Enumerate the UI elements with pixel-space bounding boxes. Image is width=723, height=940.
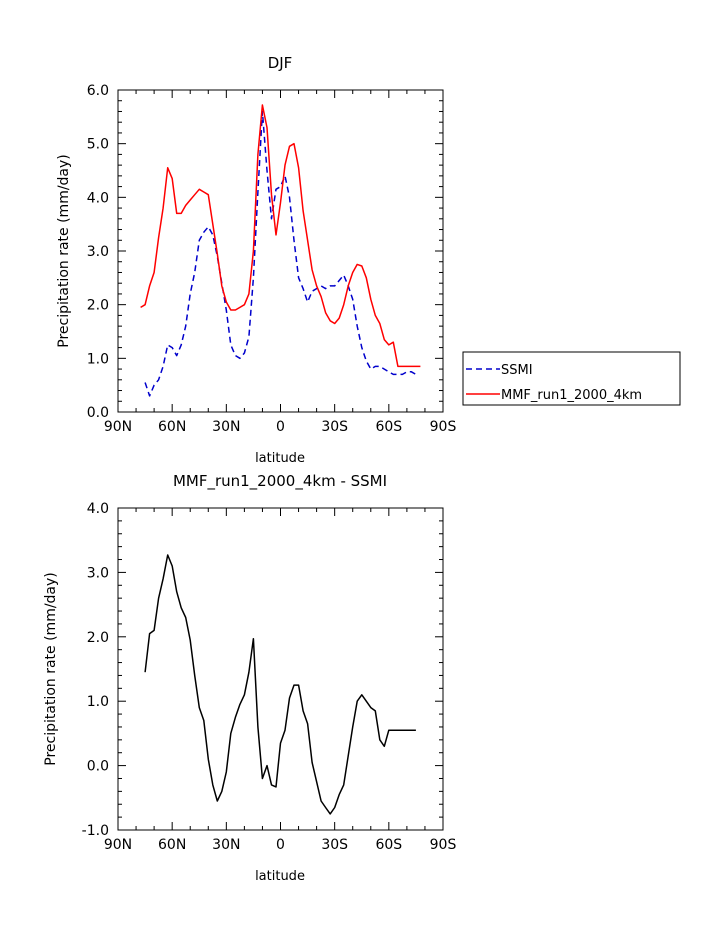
x-tick-label: 90N <box>104 837 132 853</box>
y-tick-label: 2.0 <box>87 630 109 646</box>
x-tick-label: 60N <box>158 419 186 435</box>
y-tick-label: 0.0 <box>87 405 109 421</box>
y-tick-label: 1.0 <box>87 351 109 367</box>
x-tick-label: 30N <box>212 419 240 435</box>
x-tick-label: 30N <box>212 837 240 853</box>
chart-title: MMF_run1_2000_4km - SSMI <box>173 472 387 491</box>
x-axis-label: latitude <box>255 869 305 884</box>
series-line-mmf-run1-2000-4km-ssmi <box>144 554 416 815</box>
legend-label-ssmi: SSMI <box>501 363 533 378</box>
y-tick-label: 3.0 <box>87 565 109 581</box>
x-tick-label: 60N <box>158 837 186 853</box>
y-tick-label: 4.0 <box>87 190 109 206</box>
x-axis: 90N 60N 30N 0 30S 60S 90S <box>104 508 457 853</box>
y-tick-label: 3.0 <box>87 244 109 260</box>
x-tick-label: 30S <box>321 837 348 853</box>
y-tick-label: -1.0 <box>82 823 109 839</box>
y-axis: 0.0 1.0 2.0 3.0 4.0 5.0 6.0 <box>87 83 443 421</box>
x-tick-label: 90S <box>430 837 457 853</box>
x-tick-label: 30S <box>321 419 348 435</box>
series-line-mmf-run1-2000-4km <box>140 104 421 368</box>
y-axis-label: Precipitation rate (mm/day) <box>56 154 72 348</box>
x-tick-label: 60S <box>375 419 402 435</box>
y-tick-label: 5.0 <box>87 137 109 153</box>
y-axis: -1.0 0.0 1.0 2.0 3.0 4.0 <box>82 501 443 839</box>
x-tick-label: 60S <box>375 837 402 853</box>
chart-bottom: MMF_run1_2000_4km - SSMI -1.0 0.0 1.0 2.0 3.… <box>43 472 456 884</box>
x-axis: 90N 60N 30N 0 30S 60S 90S <box>104 90 457 435</box>
chart-top: DJF 0.0 1.0 2.0 3.0 4.0 5.0 6.0 90N 60N 30N 0 30S 6… <box>56 54 681 466</box>
legend-label-mmf: MMF_run1_2000_4km <box>501 388 642 403</box>
series-group <box>144 554 416 815</box>
plot-frame <box>117 89 444 413</box>
x-tick-label: 0 <box>276 837 285 853</box>
legend-box <box>462 351 681 406</box>
x-tick-label: 0 <box>276 419 285 435</box>
y-tick-label: 2.0 <box>87 298 109 314</box>
y-tick-label: 4.0 <box>87 501 109 517</box>
x-axis-label: latitude <box>255 451 305 466</box>
x-tick-label: 90N <box>104 419 132 435</box>
series-line-ssmi <box>144 110 417 397</box>
series-group <box>140 104 421 397</box>
legend: SSMI MMF_run1_2000_4km <box>462 351 681 406</box>
y-tick-label: 1.0 <box>87 694 109 710</box>
y-tick-label: 0.0 <box>87 759 109 775</box>
y-tick-label: 6.0 <box>87 83 109 99</box>
chart-title: DJF <box>268 54 293 72</box>
y-axis-label: Precipitation rate (mm/day) <box>43 572 59 766</box>
x-tick-label: 90S <box>430 419 457 435</box>
